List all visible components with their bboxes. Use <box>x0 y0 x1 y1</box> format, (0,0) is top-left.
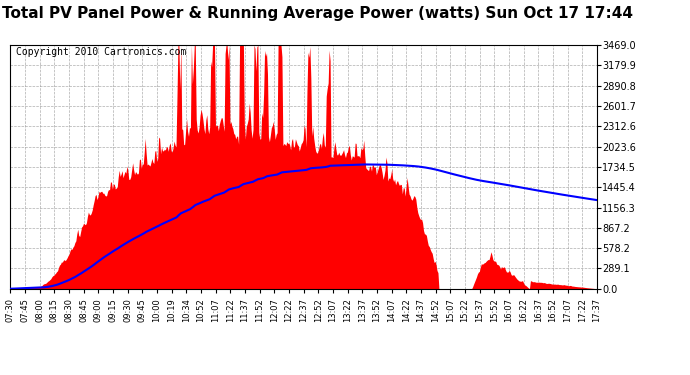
Text: Total PV Panel Power & Running Average Power (watts) Sun Oct 17 17:44: Total PV Panel Power & Running Average P… <box>2 6 633 21</box>
Text: Copyright 2010 Cartronics.com: Copyright 2010 Cartronics.com <box>17 48 186 57</box>
